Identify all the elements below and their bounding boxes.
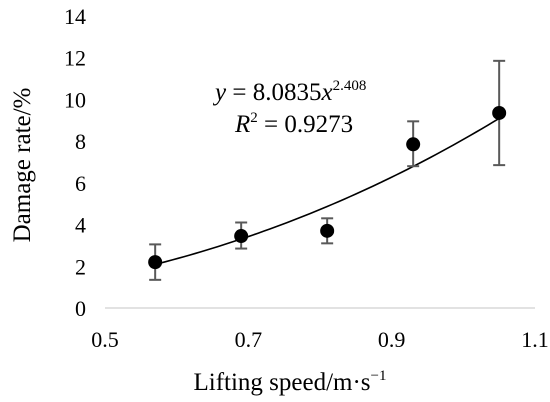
y-tick-label-6: 12 (64, 46, 86, 71)
equation-equals: = 8.0835 (226, 79, 321, 106)
x-axis-title: Lifting speed/m·s−1 (193, 368, 386, 396)
r-squared-r: R (234, 111, 250, 138)
data-points (148, 105, 507, 270)
data-point-1 (234, 229, 249, 244)
data-point-2 (320, 223, 335, 238)
y-tick-label-4: 8 (75, 129, 86, 154)
equation-y: y (212, 79, 227, 106)
y-tick-label-1: 2 (75, 254, 86, 279)
x-axis-title-text: Lifting speed/m·s (193, 369, 370, 396)
data-point-4 (492, 105, 507, 120)
r-squared-value: = 0.9273 (258, 111, 353, 138)
trendline-equation: y = 8.0835x2.408 (212, 78, 366, 106)
x-tick-label-2: 0.9 (378, 327, 406, 352)
x-tick-label-1: 0.7 (235, 327, 263, 352)
equation-exponent: 2.408 (333, 78, 367, 94)
y-tick-label-3: 6 (75, 171, 86, 196)
data-point-3 (406, 137, 421, 152)
y-axis-title: Damage rate/% (9, 88, 36, 243)
r-squared-sup: 2 (250, 110, 258, 126)
trendline-layer (154, 117, 500, 266)
y-tick-label-0: 0 (75, 296, 86, 321)
x-axis-title-exponent: −1 (371, 368, 387, 384)
trendline (154, 117, 500, 266)
y-tick-label-5: 10 (64, 87, 86, 112)
data-point-0 (148, 255, 163, 270)
y-tick-labels: 0 2 4 6 8 10 12 14 (64, 4, 86, 321)
y-tick-label-7: 14 (64, 4, 86, 29)
r-squared: R2 = 0.9273 (234, 110, 353, 138)
equation-x: x (320, 79, 332, 106)
y-tick-label-2: 4 (75, 213, 86, 238)
x-tick-label-3: 1.1 (521, 327, 549, 352)
x-tick-labels: 0.5 0.7 0.9 1.1 (91, 327, 549, 352)
x-tick-label-0: 0.5 (91, 327, 119, 352)
